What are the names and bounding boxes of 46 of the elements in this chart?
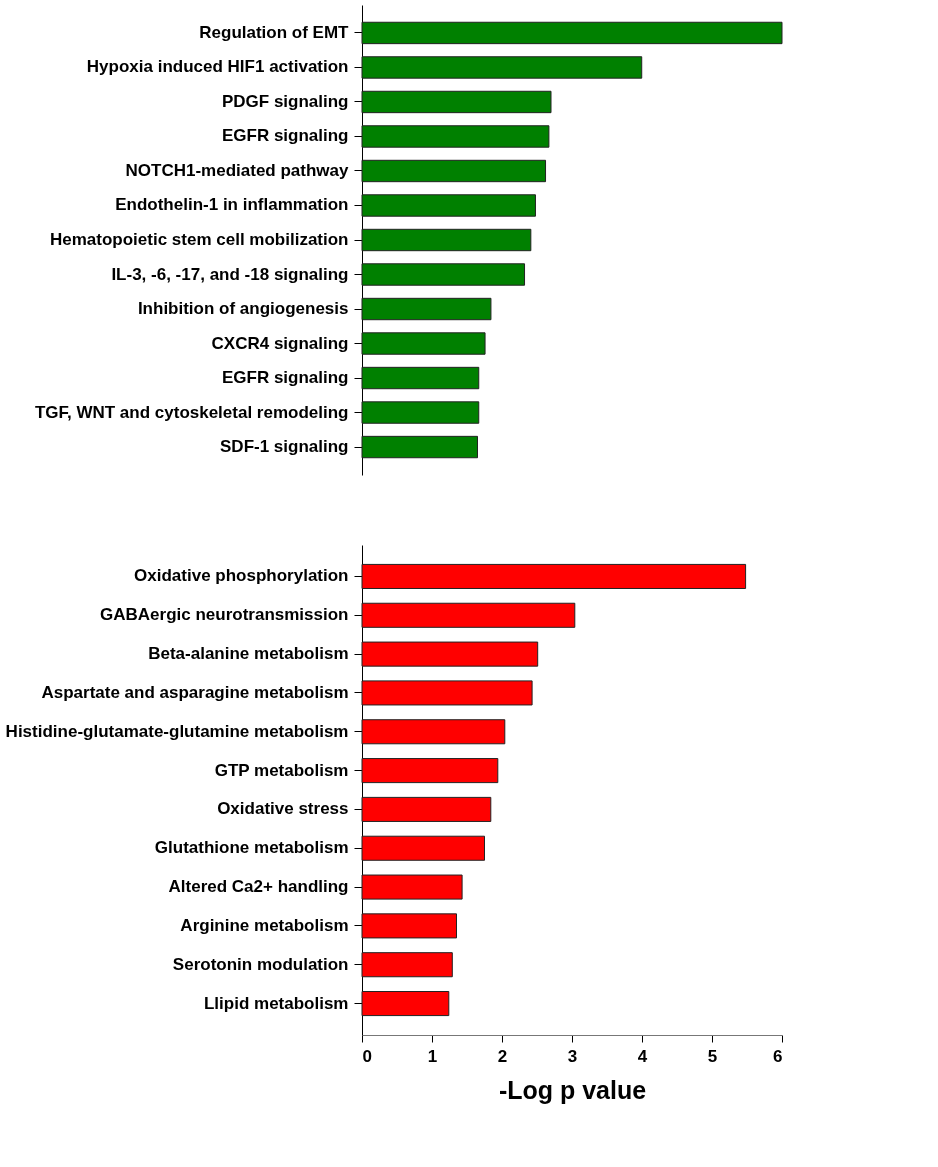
bar	[361, 263, 526, 286]
bar	[361, 90, 552, 114]
y-tick-label: Beta-alanine metabolism	[148, 644, 349, 664]
y-tick-label: EGFR signaling	[221, 368, 349, 388]
y-tick-label: Oxidative stress	[217, 799, 349, 819]
y-tick-label: Aspartate and asparagine metabolism	[41, 682, 349, 702]
bar	[361, 125, 550, 148]
y-tick-label: TGF, WNT and cytoskeletal remodeling	[34, 402, 349, 422]
x-tick-label: 6	[773, 1046, 783, 1066]
bar	[361, 332, 486, 355]
y-tick-label: Endothelin-1 in inflammation	[115, 195, 349, 215]
y-tick-label: Regulation of EMT	[199, 22, 350, 42]
x-tick-label: 0	[362, 1046, 372, 1066]
bar	[361, 194, 536, 217]
y-tick-label: CXCR4 signaling	[211, 333, 349, 353]
y-tick-label: Glutathione metabolism	[154, 838, 349, 858]
y-tick-label: IL-3, -6, -17, and -18 signaling	[111, 264, 349, 284]
bar	[361, 228, 532, 252]
x-axis-title: -Log p value	[498, 1075, 647, 1104]
x-tick-label: 1	[427, 1046, 438, 1066]
x-tick-label: 2	[497, 1046, 508, 1066]
y-tick-label: GABAergic neurotransmission	[100, 605, 349, 625]
y-tick-label: Serotonin modulation	[172, 954, 349, 974]
x-tick-label: 5	[707, 1046, 718, 1066]
y-tick-label: PDGF signaling	[221, 91, 349, 111]
bar	[361, 401, 480, 424]
bar	[361, 366, 480, 390]
y-tick-label: GTP metabolism	[214, 760, 349, 780]
y-tick-label: SDF-1 signaling	[220, 437, 349, 457]
bar	[361, 21, 783, 45]
bar	[361, 56, 643, 79]
y-tick-label: Histidine-glutamate-glutamine metabolism	[5, 721, 349, 741]
y-tick-label: NOTCH1-mediated pathway	[125, 160, 350, 180]
bar	[361, 297, 492, 321]
y-tick-label: Arginine metabolism	[180, 915, 349, 935]
y-tick-label: Hematopoietic stem cell mobilization	[49, 230, 349, 249]
y-tick-label: Hypoxia induced HIF1 activation	[86, 57, 349, 77]
y-tick-label: Inhibition of angiogenesis	[137, 299, 349, 319]
bar	[361, 159, 547, 183]
x-tick-label: 4	[637, 1046, 648, 1066]
y-tick-label: Altered Ca2+ handling	[168, 877, 349, 897]
y-tick-label: EGFR signaling	[221, 126, 349, 146]
y-tick-label: Llipid metabolism	[203, 993, 349, 1013]
x-tick-label: 3	[567, 1046, 578, 1066]
bar	[361, 435, 478, 459]
y-tick-label: Oxidative phosphorylation	[134, 566, 349, 586]
